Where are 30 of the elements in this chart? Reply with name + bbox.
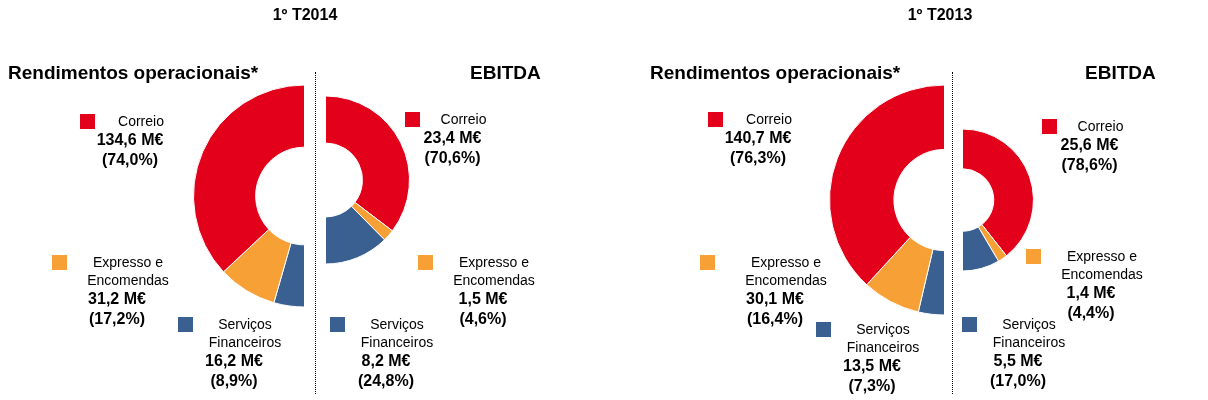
legend-label: Expresso e Encomendas bbox=[453, 254, 535, 288]
data-label: 8,2 M€ (24,8%) bbox=[357, 351, 415, 391]
legend-label: Expresso e Encomendas bbox=[745, 254, 827, 288]
legend-label: Serviços Financeiros bbox=[846, 321, 920, 355]
legend-label: Correio bbox=[746, 111, 792, 127]
legend-label: Correio bbox=[1077, 118, 1124, 134]
legend-label: Expresso e Encomendas bbox=[87, 254, 169, 288]
data-label: 13,5 M€ (7,3%) bbox=[842, 356, 902, 396]
legend-label: Correio bbox=[118, 113, 164, 129]
data-label: 134,6 M€ (74,0%) bbox=[95, 130, 165, 170]
chart-title: Rendimentos operacionais* bbox=[650, 62, 901, 84]
data-label: 16,2 M€ (8,9%) bbox=[204, 351, 264, 391]
data-label: 30,1 M€ (16,4%) bbox=[745, 289, 805, 329]
data-label: 140,7 M€ (76,3%) bbox=[723, 128, 793, 168]
legend-label: Serviços Financeiros bbox=[992, 316, 1066, 350]
legend-label: Expresso e Encomendas bbox=[1061, 248, 1143, 282]
chart-title: EBITDA bbox=[1085, 62, 1156, 84]
legend-label: Serviços Financeiros bbox=[360, 316, 434, 350]
legend-label: Serviços Financeiros bbox=[208, 316, 282, 350]
data-label: 5,5 M€ (17,0%) bbox=[989, 351, 1047, 391]
chart-subtitle: 1º T2014 bbox=[271, 6, 339, 24]
chart-title: Rendimentos operacionais* bbox=[8, 62, 259, 84]
chart-title: EBITDA bbox=[470, 62, 541, 84]
data-label: 1,5 M€ (4,6%) bbox=[458, 290, 508, 327]
legend-label: Correio bbox=[440, 111, 487, 127]
data-label: 1,4 M€ (4,4%) bbox=[1066, 284, 1116, 321]
data-label: 31,2 M€ (17,2%) bbox=[87, 289, 147, 329]
data-label: 23,4 M€ (70,6%) bbox=[422, 128, 483, 168]
chart-subtitle: 1º T2013 bbox=[906, 6, 974, 24]
data-label: 25,6 M€ (78,6%) bbox=[1059, 135, 1120, 175]
